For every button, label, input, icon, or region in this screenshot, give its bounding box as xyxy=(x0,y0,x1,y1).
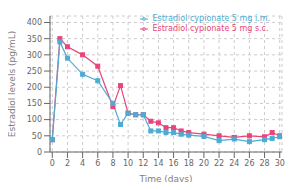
svg-text:Estradiol levels (pg/mL): Estradiol levels (pg/mL) xyxy=(8,31,17,137)
svg-text:10: 10 xyxy=(123,159,133,168)
svg-text:30: 30 xyxy=(275,159,285,168)
svg-text:350: 350 xyxy=(27,35,42,44)
svg-text:50: 50 xyxy=(32,132,42,141)
svg-text:150: 150 xyxy=(27,99,42,108)
html-text:Estradiol cypionate 5 mg i.m.: Estradiol cypionate 5 mg i.m. xyxy=(152,14,270,23)
svg-text:400: 400 xyxy=(27,18,42,27)
svg-text:2: 2 xyxy=(65,159,70,168)
svg-text:14: 14 xyxy=(153,159,163,168)
svg-text:16: 16 xyxy=(168,159,178,168)
svg-text:28: 28 xyxy=(259,159,269,168)
svg-text:Time (days): Time (days) xyxy=(138,174,192,182)
svg-text:8: 8 xyxy=(110,159,115,168)
svg-text:24: 24 xyxy=(229,159,239,168)
svg-text:300: 300 xyxy=(27,51,42,60)
svg-text:200: 200 xyxy=(27,83,42,92)
svg-text:12: 12 xyxy=(138,159,148,168)
svg-text:4: 4 xyxy=(80,159,85,168)
svg-text:6: 6 xyxy=(95,159,100,168)
svg-text:0: 0 xyxy=(37,148,42,157)
svg-text:0: 0 xyxy=(50,159,55,168)
svg-text:18: 18 xyxy=(184,159,194,168)
svg-text:26: 26 xyxy=(244,159,254,168)
svg-text:22: 22 xyxy=(214,159,224,168)
html-text:Estradiol cypionate 5 mg s.c.: Estradiol cypionate 5 mg s.c. xyxy=(152,24,269,33)
svg-text:20: 20 xyxy=(199,159,209,168)
svg-text:100: 100 xyxy=(27,115,42,124)
svg-text:250: 250 xyxy=(27,67,42,76)
